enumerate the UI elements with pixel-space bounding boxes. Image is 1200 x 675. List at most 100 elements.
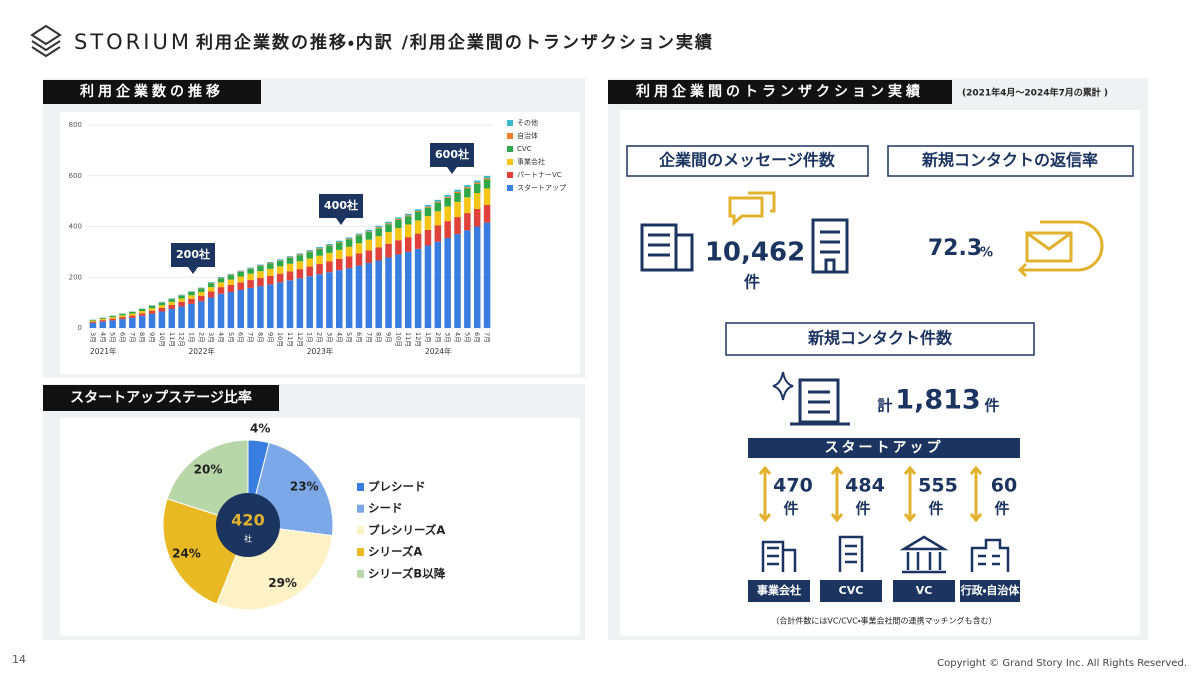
x-tick-label: 7月 <box>247 332 255 343</box>
metric-unit: % <box>980 246 993 261</box>
category-box <box>820 580 882 602</box>
label: 企業間のメッセージ件数 <box>659 151 836 170</box>
callout <box>171 243 215 267</box>
category-icon <box>970 538 1010 572</box>
bar-segment <box>434 201 442 203</box>
bar-segment <box>385 224 392 233</box>
bar-segment <box>207 282 215 284</box>
x-tick-label: 4月 <box>454 332 462 343</box>
label: 新規コンタクトの返信率 <box>921 151 1098 170</box>
bar-segment <box>119 313 126 316</box>
bar-segment <box>109 318 116 321</box>
bar-segment <box>178 298 185 302</box>
section-title: スタートアップステージ比率 <box>70 389 252 406</box>
x-tick-label: 2月 <box>197 332 205 343</box>
bar-segment <box>483 188 491 205</box>
callout <box>319 194 363 218</box>
bar-segment <box>336 249 343 259</box>
bar-segment <box>237 276 244 283</box>
bar-segment <box>326 272 333 328</box>
callout-label: 200社 <box>176 247 210 261</box>
count-unit: 件 <box>994 500 1009 518</box>
legend-label: シリーズA <box>368 545 422 559</box>
bar-segment <box>424 229 432 246</box>
bar-segment <box>109 315 116 318</box>
count: 60 <box>991 475 1017 497</box>
bar-segment <box>345 237 353 239</box>
bar-segment <box>424 206 432 208</box>
legend-swatch <box>507 146 513 152</box>
arrow <box>969 465 983 523</box>
bar-segment <box>414 209 422 212</box>
bar-segment <box>306 266 313 277</box>
center-unit: 社 <box>244 534 252 544</box>
bar-segment <box>365 250 373 264</box>
bar-segment <box>414 233 422 249</box>
building-icon <box>640 223 694 272</box>
count-unit: 件 <box>928 500 943 518</box>
arrow <box>903 465 917 523</box>
bar-segment <box>99 317 107 319</box>
bar-segment <box>345 256 353 269</box>
section-title: 利用企業数の推移 <box>80 83 224 100</box>
bar-segment <box>257 271 264 279</box>
bar-segment <box>444 197 451 207</box>
bar-segment <box>365 231 373 233</box>
bar-segment <box>227 284 235 292</box>
bar-segment <box>404 251 412 328</box>
category-label: 行政・自治体 <box>960 583 1021 597</box>
bar-segment <box>207 282 215 283</box>
bar-segment <box>385 221 392 224</box>
bar-segment <box>148 305 156 306</box>
bar-segment <box>148 305 156 309</box>
bar-segment <box>188 295 195 299</box>
bar-segment <box>306 258 313 267</box>
category-label: VC <box>916 584 933 597</box>
count-unit: 件 <box>855 500 870 518</box>
bar-segment <box>237 289 244 328</box>
bar-segment <box>395 218 402 220</box>
chat-icon <box>728 191 776 227</box>
legend-swatch <box>507 133 513 139</box>
bar-segment <box>375 260 382 328</box>
bar-segment <box>464 230 471 328</box>
sparkle-icon <box>772 371 794 401</box>
bar-segment <box>434 199 442 202</box>
bar-segment <box>424 207 432 217</box>
bar-segment <box>178 295 185 299</box>
bar-segment <box>227 275 235 280</box>
slice-label: 20% <box>194 462 223 476</box>
bar-segment <box>276 266 284 274</box>
bar-segment <box>257 266 264 272</box>
bar-segment <box>138 315 146 328</box>
bar-segment <box>454 201 461 218</box>
legend-label: シリーズB以降 <box>368 566 446 580</box>
bar-segment <box>296 278 304 328</box>
label: 新規コンタクト件数 <box>807 329 953 348</box>
prefix: 計 <box>877 397 892 415</box>
bar-segment <box>454 193 461 202</box>
bar-segment <box>109 317 116 319</box>
slice-label: 4% <box>250 421 270 435</box>
bar-segment <box>178 306 185 328</box>
bar-segment <box>158 302 166 306</box>
bar-segment <box>345 238 353 240</box>
bar-segment <box>395 254 402 328</box>
x-tick-label: 11月 <box>404 332 412 347</box>
bar-segment <box>414 211 422 213</box>
slice-label: 29% <box>268 576 297 590</box>
bar-segment <box>326 246 333 253</box>
legend-swatch <box>357 504 364 513</box>
x-tick-label: 4月 <box>335 332 343 343</box>
bar-segment <box>404 216 412 225</box>
bar-segment <box>296 255 304 262</box>
bar-segment <box>464 185 471 188</box>
x-tick-label: 5月 <box>345 332 353 343</box>
x-tick-label: 8月 <box>138 332 146 343</box>
year-label: 2022年 <box>188 346 215 356</box>
bar-segment <box>434 202 442 212</box>
x-tick-label: 5月 <box>109 332 117 343</box>
bar-segment <box>99 320 107 322</box>
bar-segment <box>237 270 244 272</box>
bar-segment <box>316 247 323 249</box>
